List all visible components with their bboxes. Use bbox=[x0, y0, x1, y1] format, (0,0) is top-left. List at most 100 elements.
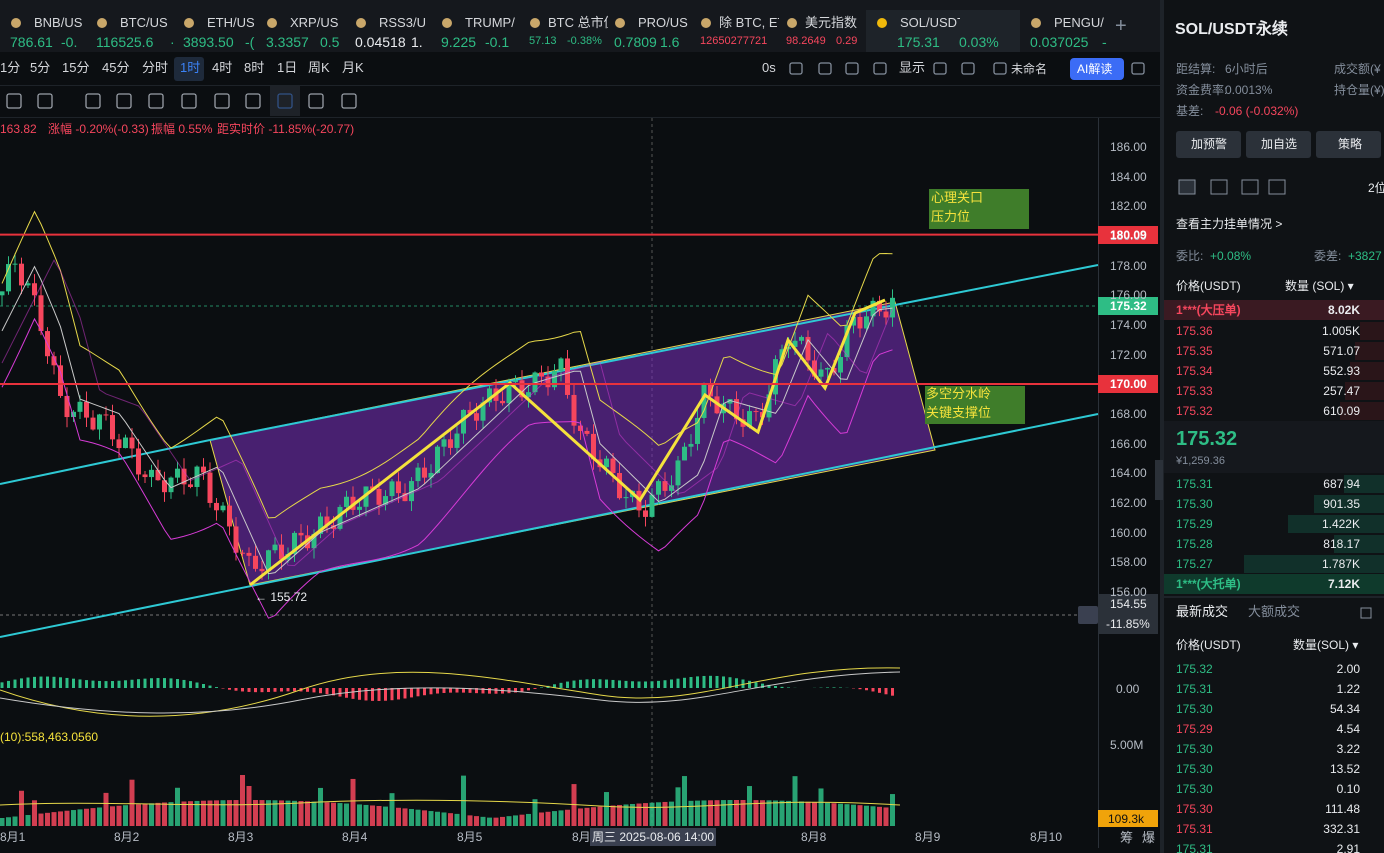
tab-symbol[interactable]: BNB/US bbox=[34, 15, 83, 30]
tab-symbol[interactable]: 美元指数 bbox=[805, 15, 858, 30]
tab-price[interactable]: 786.61 bbox=[10, 34, 53, 50]
draw-tool bbox=[37, 93, 53, 109]
large-orders-link[interactable]: 查看主力挂单情况 > bbox=[1176, 217, 1283, 231]
precision[interactable]: 2位 bbox=[1368, 181, 1384, 195]
timeframe[interactable]: 5分 bbox=[30, 60, 51, 75]
tab-change[interactable]: 0.03% bbox=[959, 34, 999, 50]
tab-symbol[interactable]: BTC 总市值占 bbox=[548, 15, 608, 30]
timeframe[interactable]: 月K bbox=[342, 60, 364, 75]
tab-symbol[interactable]: SOL/USDT永续 bbox=[900, 15, 960, 30]
add-tab-button[interactable]: + bbox=[1115, 15, 1127, 37]
candle bbox=[571, 394, 577, 426]
macd-bar bbox=[332, 688, 335, 696]
macd-bar bbox=[754, 682, 758, 688]
ask-qty: 1.005K bbox=[1321, 324, 1360, 338]
macd-bar bbox=[65, 677, 69, 688]
vol-ma bbox=[0, 799, 901, 808]
depth-bar bbox=[1244, 555, 1384, 573]
macd-bar bbox=[787, 687, 790, 688]
candle bbox=[701, 384, 707, 418]
macd-bar bbox=[254, 688, 257, 693]
volume-bar bbox=[831, 803, 837, 826]
ai-button-label[interactable]: AI解读 bbox=[1077, 62, 1113, 76]
macd-bar bbox=[611, 679, 615, 688]
display-menu[interactable]: 显示 bbox=[899, 60, 926, 75]
panel-button-label[interactable]: 加预警 bbox=[1191, 137, 1228, 151]
timeframe[interactable]: 1日 bbox=[277, 60, 298, 75]
timeframe[interactable]: 分时 bbox=[142, 60, 169, 75]
depth-bar bbox=[1288, 515, 1384, 533]
tab-change[interactable]: 1.6 bbox=[660, 34, 680, 50]
timeframe[interactable]: 15分 bbox=[62, 60, 90, 75]
tab-price[interactable]: 3893.50 bbox=[183, 34, 234, 50]
tab-change[interactable]: 0.5 bbox=[320, 34, 340, 50]
trade-tab[interactable]: 最新成交 bbox=[1176, 604, 1229, 619]
tab-symbol[interactable]: RSS3/U bbox=[379, 15, 426, 30]
tab-change[interactable]: 0.29 bbox=[836, 35, 858, 47]
tab-price[interactable]: 98.2649 bbox=[786, 35, 826, 47]
timeframe[interactable]: 45分 bbox=[102, 60, 130, 75]
tab-change[interactable]: - bbox=[1102, 34, 1107, 50]
timeframe[interactable]: 1分 bbox=[0, 60, 21, 75]
volume-bar bbox=[279, 800, 284, 826]
tab-price[interactable]: 175.31 bbox=[897, 34, 940, 50]
tab-price[interactable]: 9.225 bbox=[441, 34, 477, 50]
macd-bar bbox=[410, 688, 413, 698]
macd-bar bbox=[637, 681, 641, 688]
macd-bar bbox=[884, 688, 888, 695]
axis-sep bbox=[1098, 118, 1099, 848]
tab-change[interactable]: -0. bbox=[61, 34, 78, 50]
candle bbox=[357, 506, 362, 510]
volume-bar bbox=[662, 801, 668, 826]
layout-name[interactable]: 未命名 bbox=[1011, 62, 1048, 76]
tab-symbol[interactable]: XRP/US bbox=[290, 15, 339, 30]
depth-bar bbox=[1334, 535, 1384, 553]
candle bbox=[259, 568, 265, 572]
crosshair-time: 周三 2025-08-06 14:00 bbox=[592, 830, 715, 844]
tab-symbol[interactable]: PENGU/ bbox=[1054, 15, 1104, 30]
volume-bar bbox=[760, 800, 765, 826]
tab-change[interactable]: · bbox=[170, 34, 175, 50]
tab-change[interactable]: -0.1 bbox=[485, 34, 510, 50]
timeframe[interactable]: 1时 bbox=[180, 60, 201, 75]
tab-symbol[interactable]: PRO/US bbox=[638, 15, 688, 30]
panel-button-label[interactable]: 加自选 bbox=[1261, 137, 1298, 151]
tab-price[interactable]: 0.7809 bbox=[614, 34, 657, 50]
timeframe[interactable]: 4时 bbox=[212, 60, 233, 75]
tab-price[interactable]: 12650277721 bbox=[700, 35, 768, 47]
tab-price[interactable]: 0.04518 bbox=[355, 34, 406, 50]
tab-symbol[interactable]: 除 BTC, ETH bbox=[719, 15, 779, 30]
candle bbox=[662, 481, 668, 491]
volume-bar bbox=[305, 801, 310, 826]
volume-bar bbox=[6, 817, 11, 826]
macd-bar bbox=[826, 687, 829, 688]
volume-bar bbox=[188, 801, 193, 826]
tab-price[interactable]: 116525.6 bbox=[96, 34, 154, 50]
candle bbox=[253, 555, 258, 569]
tab-change[interactable]: -( bbox=[245, 34, 255, 50]
tab-symbol[interactable]: BTC/US bbox=[120, 15, 168, 30]
volume-bar bbox=[656, 802, 661, 826]
panel-button-label[interactable]: 策略 bbox=[1338, 137, 1363, 151]
trade-tab[interactable]: 大额成交 bbox=[1248, 604, 1301, 619]
macd-bar bbox=[644, 681, 647, 688]
tab-icon bbox=[442, 18, 452, 28]
candle bbox=[519, 380, 525, 398]
tab-price[interactable]: 3.3357 bbox=[266, 34, 309, 50]
tab-price[interactable]: 0.037025 bbox=[1030, 34, 1089, 50]
annotation: 多空分水岭 bbox=[926, 386, 992, 401]
timeframe[interactable]: 8时 bbox=[244, 60, 265, 75]
candle bbox=[480, 402, 486, 421]
tab-change[interactable]: -0.38% bbox=[567, 35, 602, 47]
timeframe[interactable]: 周K bbox=[308, 60, 330, 75]
liquidation[interactable]: 爆 bbox=[1142, 830, 1156, 845]
tab-price[interactable]: 57.13 bbox=[529, 35, 557, 47]
chip-distribution[interactable]: 筹 bbox=[1120, 830, 1134, 845]
refresh-interval[interactable]: 0s bbox=[762, 60, 776, 75]
tab-symbol[interactable]: TRUMP/ bbox=[465, 15, 515, 30]
tab-change[interactable]: 1. bbox=[411, 34, 423, 50]
volume-bar bbox=[71, 810, 76, 826]
volume-bar bbox=[721, 800, 726, 826]
tab-symbol[interactable]: ETH/US bbox=[207, 15, 255, 30]
trade-price: 175.30 bbox=[1176, 762, 1213, 776]
